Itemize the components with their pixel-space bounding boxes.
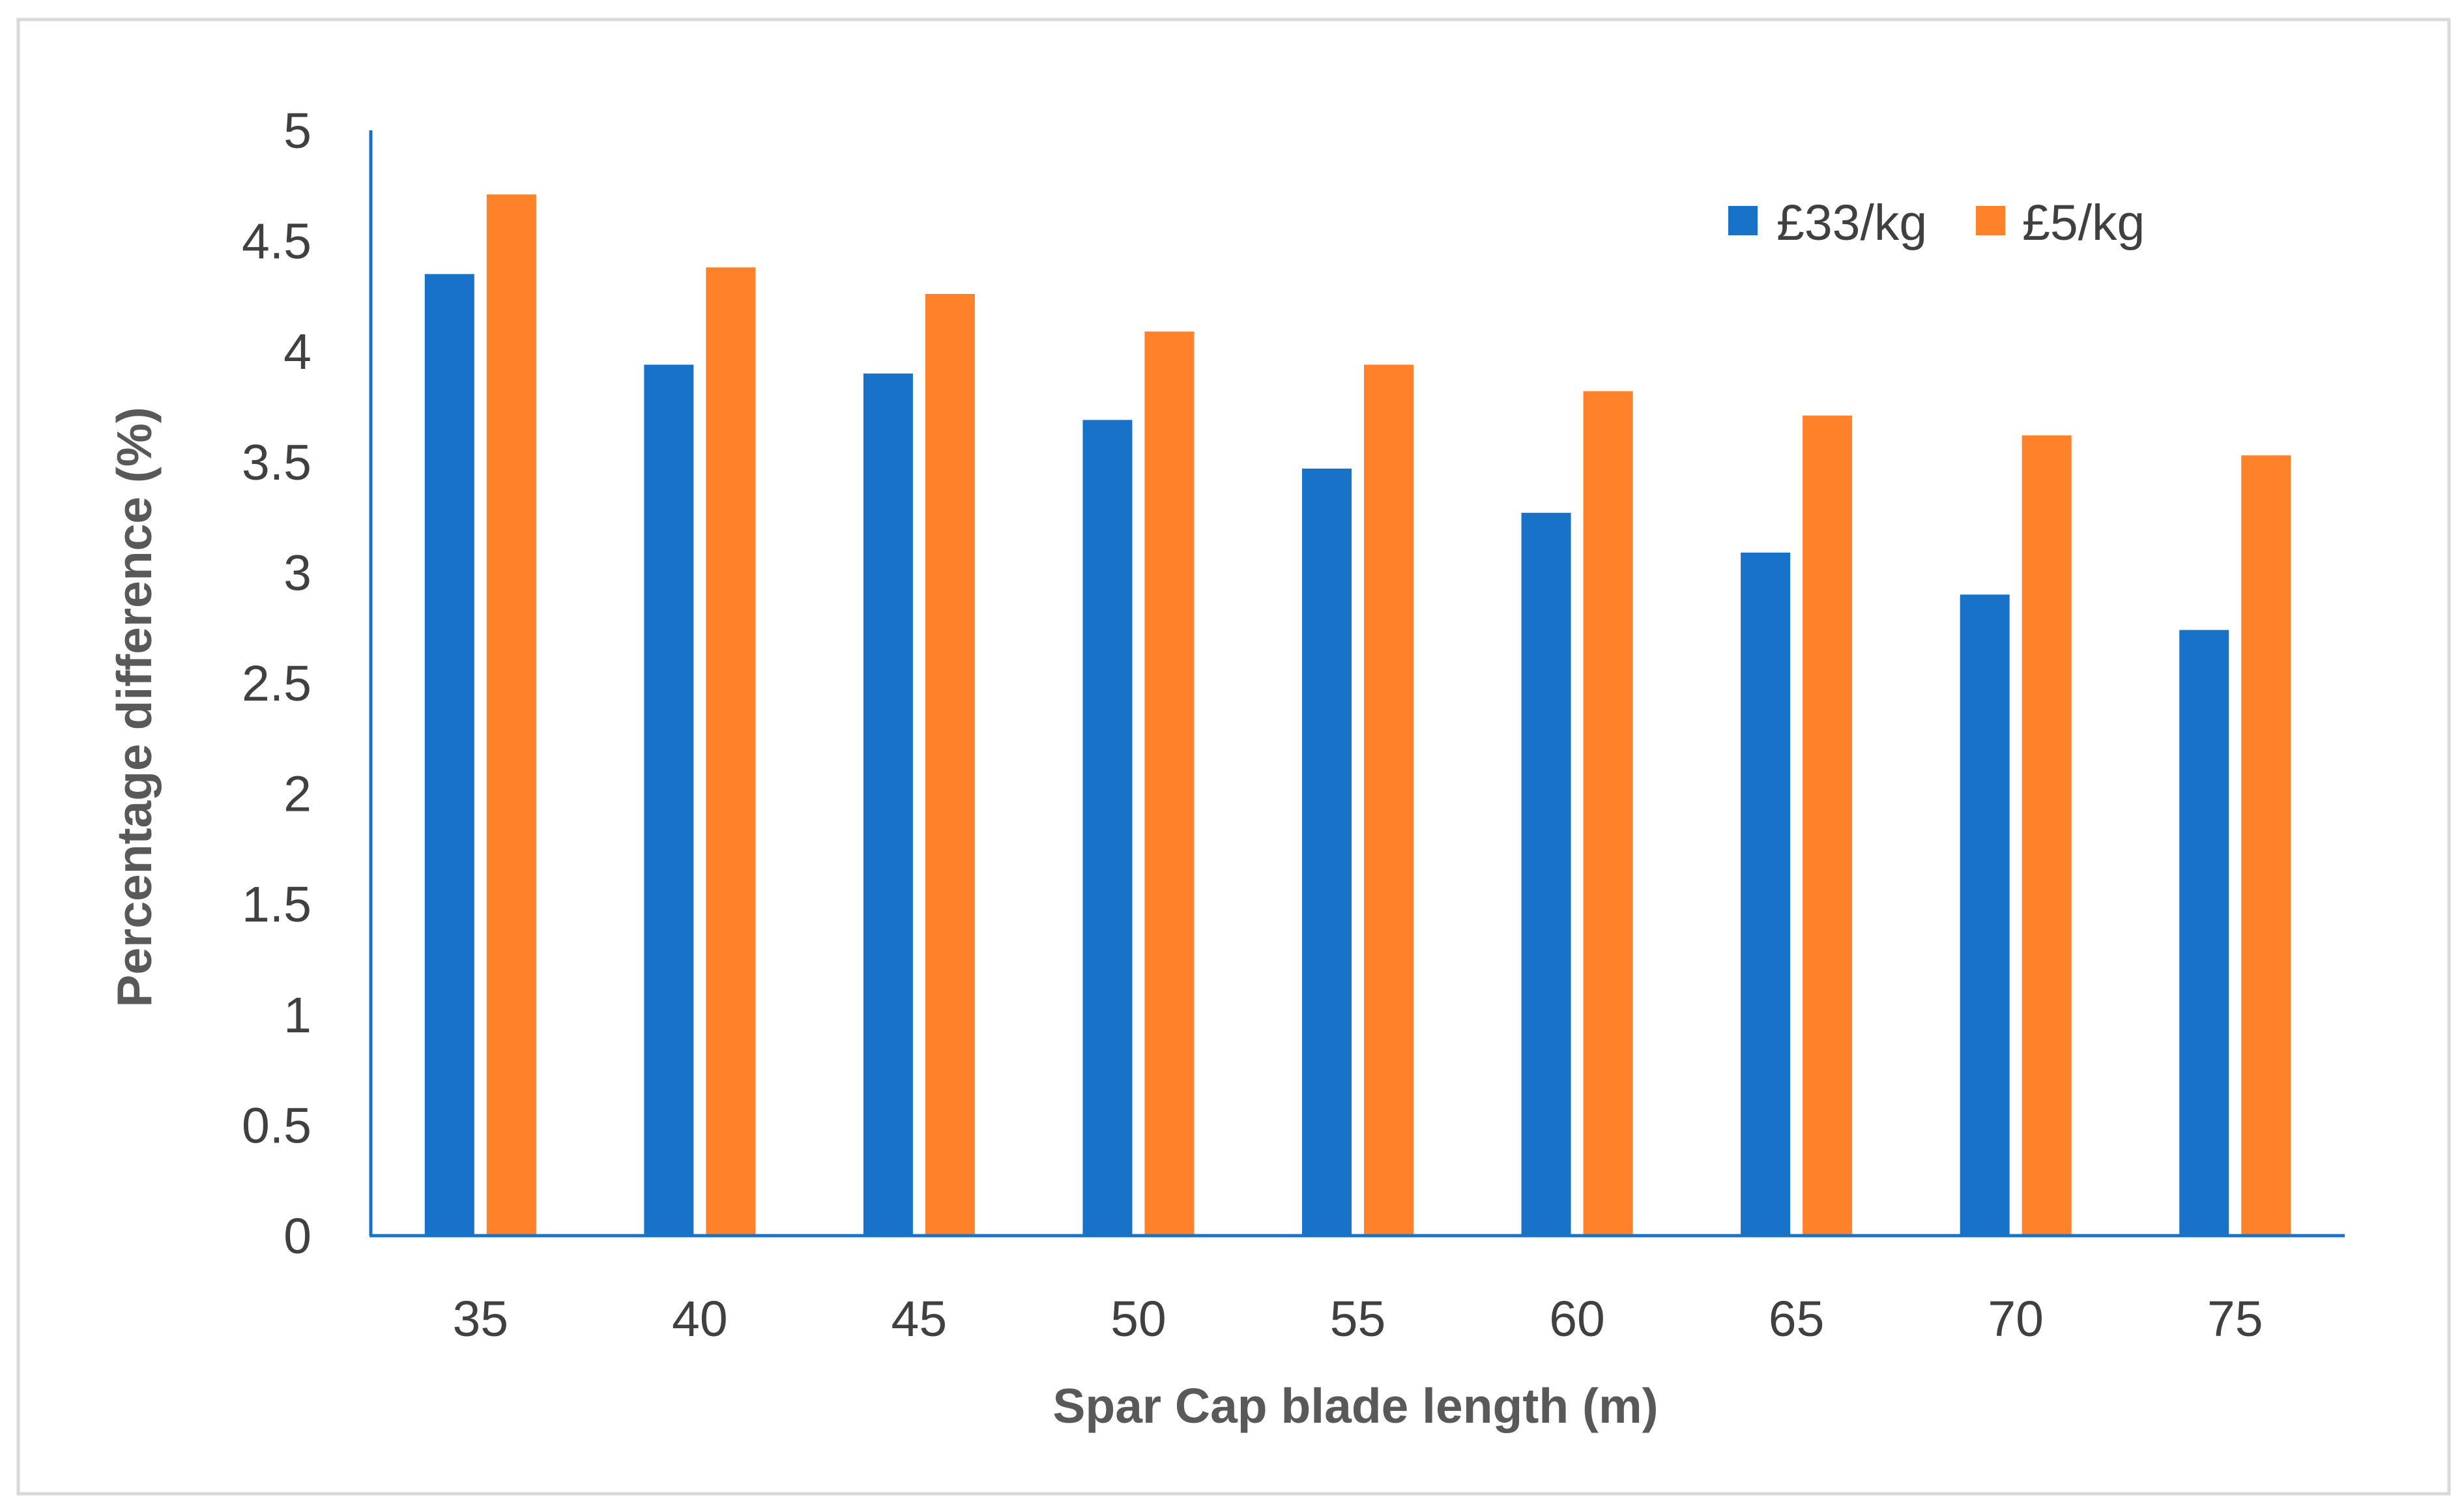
x-tick-label: 65: [1769, 1291, 1825, 1347]
y-tick-label: 3.5: [242, 435, 312, 491]
x-tick-label: 50: [1110, 1291, 1167, 1347]
y-tick-label: 1.5: [242, 877, 312, 933]
x-tick-label: 55: [1330, 1291, 1386, 1347]
y-tick-label: 2.5: [242, 656, 312, 712]
bar-series-2-50: [1144, 331, 1195, 1236]
y-tick-label: 0.5: [242, 1098, 312, 1154]
x-tick-label: 60: [1549, 1291, 1605, 1347]
bar-series-1-70: [1960, 594, 2010, 1236]
x-tick-label: 75: [2207, 1291, 2263, 1347]
bar-series-1-45: [863, 373, 913, 1236]
bar-series-2-70: [2022, 435, 2072, 1236]
bar-series-2-75: [2241, 455, 2291, 1236]
x-tick-label: 45: [891, 1291, 948, 1347]
bar-series-2-45: [925, 294, 975, 1236]
x-tick-label: 70: [1988, 1291, 2044, 1347]
y-tick-label: 5: [283, 103, 312, 159]
legend-swatch-series-2: [1976, 206, 2005, 235]
bar-series-1-35: [424, 274, 474, 1236]
y-axis-title: Percentage difference (%): [107, 407, 162, 1007]
y-tick-label: 4.5: [242, 214, 312, 270]
bar-series-1-55: [1302, 468, 1352, 1236]
y-tick-label: 4: [283, 324, 312, 380]
bar-series-2-60: [1583, 391, 1633, 1236]
y-tick-label: 1: [283, 987, 312, 1043]
legend-label-series-1: £33/kg: [1776, 195, 1927, 251]
bar-series-1-60: [1521, 512, 1571, 1236]
legend-swatch-series-1: [1728, 206, 1758, 235]
bar-series-1-40: [644, 364, 694, 1236]
x-tick-label: 35: [452, 1291, 508, 1347]
y-tick-label: 2: [283, 766, 312, 822]
bar-series-2-35: [486, 194, 536, 1236]
x-tick-label: 40: [672, 1291, 728, 1347]
y-axis-ticks: 0 0.5 1 1.5 2 2.5 3 3.5 4 4.5 5: [242, 103, 312, 1264]
bars: [424, 194, 2291, 1236]
y-tick-label: 0: [283, 1208, 312, 1264]
y-tick-label: 3: [283, 545, 312, 601]
bar-series-1-50: [1082, 420, 1133, 1236]
legend-label-series-2: £5/kg: [2022, 195, 2145, 251]
bar-series-2-55: [1364, 364, 1413, 1236]
bar-series-1-75: [2179, 630, 2229, 1236]
bar-series-2-40: [706, 267, 756, 1236]
x-axis-title: Spar Cap blade length (m): [1052, 1378, 1658, 1433]
x-axis-ticks: 35 40 45 50 55 60 65 70 75: [452, 1291, 2263, 1347]
legend: £33/kg £5/kg: [1728, 195, 2145, 251]
bar-series-1-65: [1741, 552, 1791, 1236]
bar-series-2-65: [1803, 415, 1853, 1236]
